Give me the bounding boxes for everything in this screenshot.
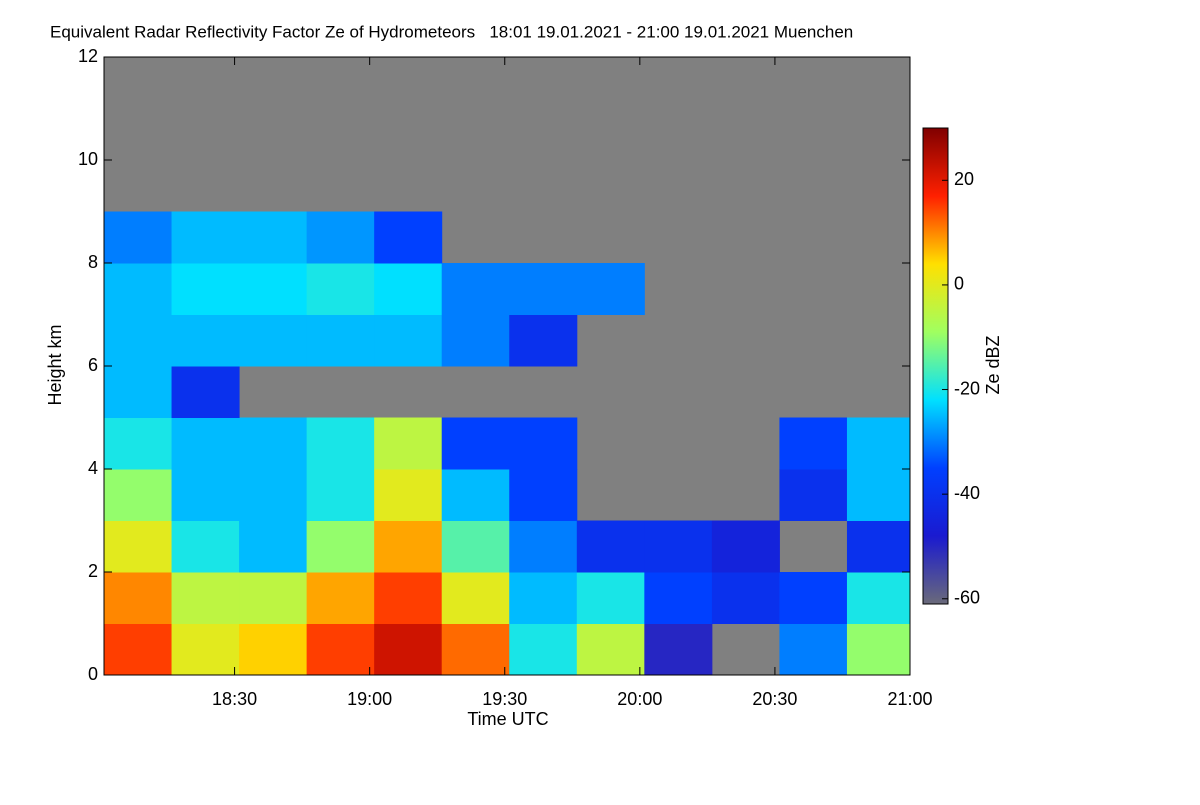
heatmap-cell <box>306 623 375 676</box>
heatmap-cell <box>779 572 848 624</box>
heatmap-cell <box>171 469 240 521</box>
heatmap-cell <box>374 520 443 573</box>
heatmap-cell <box>576 263 645 315</box>
heatmap-cell <box>171 314 240 367</box>
heatmap-cell <box>509 263 578 315</box>
heatmap-cell <box>711 520 780 573</box>
heatmap-cell <box>576 572 645 624</box>
heatmap-cell <box>306 417 375 470</box>
heatmap-cell <box>374 572 443 624</box>
x-tick-label: 18:30 <box>212 689 257 709</box>
heatmap-cell <box>846 520 911 573</box>
heatmap-cell <box>644 623 713 676</box>
heatmap-cell <box>239 263 308 315</box>
heatmap-cell <box>576 520 645 573</box>
colorbar-tick-label: 20 <box>954 169 974 189</box>
heatmap-cell <box>104 572 173 624</box>
heatmap-cell <box>509 417 578 470</box>
colorbar-label: Ze dBZ <box>983 335 1003 394</box>
heatmap-cell <box>239 520 308 573</box>
heatmap-cell <box>306 469 375 521</box>
y-tick-label: 4 <box>88 458 98 478</box>
heatmap-cell <box>374 469 443 521</box>
heatmap-cell <box>441 572 510 624</box>
heatmap-cell <box>846 469 911 521</box>
heatmap-cell <box>374 263 443 315</box>
x-axis-label: Time UTC <box>467 709 548 729</box>
heatmap-cell <box>509 314 578 367</box>
y-tick-label: 12 <box>78 46 98 66</box>
heatmap-cell <box>104 314 173 367</box>
heatmap-cell <box>171 417 240 470</box>
y-tick-label: 6 <box>88 355 98 375</box>
heatmap-cell <box>441 469 510 521</box>
heatmap-cell <box>239 469 308 521</box>
y-tick-label: 0 <box>88 664 98 684</box>
heatmap-cell <box>509 520 578 573</box>
heatmap-cell <box>441 314 510 367</box>
heatmap-cell <box>441 417 510 470</box>
x-tick-label: 19:30 <box>482 689 527 709</box>
heatmap-cell <box>104 469 173 521</box>
heatmap-cell <box>306 520 375 573</box>
y-tick-label: 2 <box>88 561 98 581</box>
y-axis-label: Height km <box>45 324 65 405</box>
heatmap-cell <box>576 623 645 676</box>
heatmap-cell <box>374 211 443 264</box>
heatmap-cell <box>374 417 443 470</box>
heatmap-cell <box>711 572 780 624</box>
heatmap-cell <box>846 572 911 624</box>
heatmap-cell <box>846 623 911 676</box>
heatmap-cell <box>441 520 510 573</box>
y-tick-label: 8 <box>88 252 98 272</box>
heatmap-cell <box>104 366 173 418</box>
heatmap-cell <box>644 572 713 624</box>
heatmap-cell <box>846 417 911 470</box>
heatmap-cell <box>239 572 308 624</box>
heatmap-cell <box>239 211 308 264</box>
colorbar <box>922 127 949 605</box>
heatmap-cell <box>441 623 510 676</box>
heatmap-cell <box>104 623 173 676</box>
colorbar-tick-label: 0 <box>954 274 964 294</box>
colorbar-tick-label: -40 <box>954 483 980 503</box>
heatmap-cell <box>509 572 578 624</box>
heatmap-cell <box>171 572 240 624</box>
heatmap-cell <box>644 520 713 573</box>
heatmap-cell <box>306 211 375 264</box>
heatmap-cell <box>239 314 308 367</box>
heatmap-cell <box>104 263 173 315</box>
x-tick-label: 21:00 <box>887 689 932 709</box>
heatmap-cell <box>239 623 308 676</box>
heatmap-cell <box>509 469 578 521</box>
heatmap-cell <box>374 623 443 676</box>
heatmap-cell <box>779 417 848 470</box>
colorbar-tick-label: -60 <box>954 588 980 608</box>
colorbar-tick-label: -20 <box>954 378 980 398</box>
heatmap-cell <box>171 623 240 676</box>
y-tick-label: 10 <box>78 149 98 169</box>
heatmap-cell <box>374 314 443 367</box>
x-tick-label: 20:30 <box>752 689 797 709</box>
heatmap-cell <box>171 366 240 418</box>
x-tick-label: 20:00 <box>617 689 662 709</box>
heatmap-cell <box>171 211 240 264</box>
heatmap-cell <box>239 417 308 470</box>
heatmap-cell <box>509 623 578 676</box>
heatmap-cell <box>306 572 375 624</box>
heatmap-cell <box>171 520 240 573</box>
heatmap-cell <box>104 520 173 573</box>
heatmap-cell <box>104 211 173 264</box>
heatmap-cell <box>171 263 240 315</box>
heatmap-cell <box>779 469 848 521</box>
heatmap-cell <box>441 263 510 315</box>
heatmap-cell <box>306 314 375 367</box>
x-tick-label: 19:00 <box>347 689 392 709</box>
heatmap-cell <box>306 263 375 315</box>
heatmap-cell <box>779 623 848 676</box>
heatmap-cell <box>104 417 173 470</box>
chart-title: Equivalent Radar Reflectivity Factor Ze … <box>50 22 853 41</box>
